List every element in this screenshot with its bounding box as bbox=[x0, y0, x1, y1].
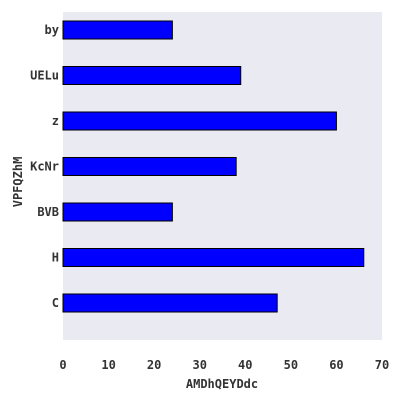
x-tick-label: 30 bbox=[192, 358, 206, 372]
y-tick-label: KcNr bbox=[30, 160, 59, 174]
y-tick-labels: C H BVB KcNr z UELu by bbox=[30, 23, 59, 310]
y-tick-label: BVB bbox=[37, 205, 59, 219]
bar-by bbox=[62, 20, 173, 40]
x-tick-label: 50 bbox=[284, 358, 298, 372]
x-tick-label: 70 bbox=[375, 358, 389, 372]
bar-UELu bbox=[62, 66, 242, 85]
y-tick-label: by bbox=[45, 23, 59, 37]
bar-z bbox=[62, 111, 337, 131]
y-tick-label: C bbox=[52, 296, 59, 310]
y-tick-label: z bbox=[52, 114, 59, 128]
y-tick-label: H bbox=[52, 251, 59, 265]
y-axis-title: VPFQZhM bbox=[11, 157, 25, 208]
x-tick-label: 0 bbox=[59, 358, 66, 372]
bar-C bbox=[62, 293, 278, 313]
x-axis-title: AMDhQEYDdc bbox=[186, 377, 258, 391]
bar-KcNr bbox=[62, 157, 237, 176]
x-tick-label: 40 bbox=[238, 358, 252, 372]
bar-BVB bbox=[62, 202, 173, 222]
x-tick-label: 20 bbox=[147, 358, 161, 372]
bar-H bbox=[62, 248, 365, 267]
x-tick-label: 10 bbox=[101, 358, 115, 372]
x-tick-labels: 0 10 20 30 40 50 60 70 bbox=[59, 358, 389, 372]
bars bbox=[62, 20, 365, 313]
y-tick-label: UELu bbox=[30, 69, 59, 83]
x-tick-label: 60 bbox=[329, 358, 343, 372]
